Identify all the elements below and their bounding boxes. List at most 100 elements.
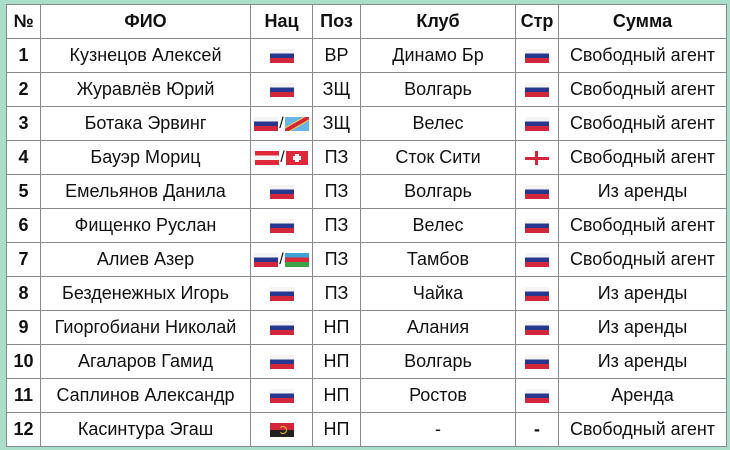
country-text: -: [534, 419, 540, 439]
club: Динамо Бр: [360, 38, 516, 73]
russia-flag-icon: [525, 219, 549, 234]
position: ПЗ: [312, 242, 361, 277]
table-row: 1 Кузнецов Алексей ВР Динамо Бр Свободны…: [6, 38, 727, 73]
club: Ростов: [360, 378, 516, 413]
position: ПЗ: [312, 174, 361, 209]
player-name: Алиев Азер: [40, 242, 251, 277]
header-num: №: [6, 4, 41, 39]
header-club: Клуб: [360, 4, 516, 39]
sum: Свободный агент: [558, 38, 727, 73]
russia-flag-icon: [525, 389, 549, 404]
row-num: 9: [6, 310, 41, 345]
position: ПЗ: [312, 208, 361, 243]
nationality-cell: [250, 174, 313, 209]
russia-flag-icon: [269, 219, 294, 234]
club: Волгарь: [360, 344, 516, 379]
sum: Из аренды: [558, 174, 727, 209]
nationality-cell: [250, 310, 313, 345]
country-cell: [515, 344, 559, 379]
country-cell: [515, 106, 559, 141]
header-row: № ФИО Нац Поз Клуб Стр Сумма: [6, 4, 727, 39]
row-num: 3: [6, 106, 41, 141]
header-sum: Сумма: [558, 4, 727, 39]
sum: Из аренды: [558, 310, 727, 345]
sum: Из аренды: [558, 276, 727, 311]
nationality-cell: /: [250, 106, 313, 141]
nat-separator: /: [279, 251, 284, 269]
club: Велес: [360, 208, 516, 243]
country-cell: [515, 174, 559, 209]
row-num: 12: [6, 412, 41, 447]
russia-flag-icon: [269, 287, 294, 302]
country-cell: [515, 208, 559, 243]
russia-flag-icon: [525, 49, 549, 64]
row-num: 2: [6, 72, 41, 107]
russia-flag-icon: [525, 185, 549, 200]
nationality-cell: [250, 344, 313, 379]
country-cell: [515, 140, 559, 175]
nationality-cell: [250, 276, 313, 311]
row-num: 7: [6, 242, 41, 277]
club: -: [360, 412, 516, 447]
russia-flag-icon: [269, 83, 294, 98]
nat-separator: /: [280, 149, 285, 167]
position: НП: [312, 378, 361, 413]
russia-flag-icon: [269, 389, 294, 404]
position: НП: [312, 310, 361, 345]
player-name: Бауэр Мориц: [40, 140, 251, 175]
position: ЗЩ: [312, 106, 361, 141]
country-cell: [515, 310, 559, 345]
player-name: Агаларов Гамид: [40, 344, 251, 379]
country-cell: [515, 72, 559, 107]
sum: Свободный агент: [558, 72, 727, 107]
row-num: 10: [6, 344, 41, 379]
player-name: Саплинов Александр: [40, 378, 251, 413]
table-row: 12 Касинтура Эгаш НП - - Свободный агент: [6, 412, 727, 447]
nationality-cell: [250, 208, 313, 243]
nationality-cell: [250, 38, 313, 73]
russia-flag-icon: [269, 49, 294, 64]
england-flag-icon: [525, 151, 549, 166]
sum: Свободный агент: [558, 106, 727, 141]
russia-flag-icon: [525, 117, 549, 132]
sum: Аренда: [558, 378, 727, 413]
nationality-cell: [250, 378, 313, 413]
row-num: 8: [6, 276, 41, 311]
russia-flag-icon: [525, 287, 549, 302]
row-num: 11: [6, 378, 41, 413]
nat-separator: /: [279, 115, 284, 133]
position: ЗЩ: [312, 72, 361, 107]
dr-congo-flag-icon: [284, 117, 309, 132]
position: НП: [312, 412, 361, 447]
header-position: Поз: [312, 4, 361, 39]
angola-flag-icon: [269, 423, 294, 438]
country-cell: [515, 242, 559, 277]
player-name: Емельянов Данила: [40, 174, 251, 209]
table-row: 7 Алиев Азер / ПЗ Тамбов Свободный агент: [6, 242, 727, 277]
row-num: 5: [6, 174, 41, 209]
player-name: Безденежных Игорь: [40, 276, 251, 311]
sum: Свободный агент: [558, 140, 727, 175]
table-row: 10 Агаларов Гамид НП Волгарь Из аренды: [6, 344, 727, 379]
position: НП: [312, 344, 361, 379]
table-row: 4 Бауэр Мориц / ПЗ Сток Сити Свободный а…: [6, 140, 727, 175]
table-row: 2 Журавлёв Юрий ЗЩ Волгарь Свободный аге…: [6, 72, 727, 107]
russia-flag-icon: [269, 185, 294, 200]
row-num: 1: [6, 38, 41, 73]
header-country: Стр: [515, 4, 559, 39]
table-row: 3 Ботака Эрвинг / ЗЩ Велес Свободный аге…: [6, 106, 727, 141]
club: Велес: [360, 106, 516, 141]
club: Алания: [360, 310, 516, 345]
russia-flag-icon: [525, 253, 549, 268]
country-cell: [515, 276, 559, 311]
sum: Свободный агент: [558, 412, 727, 447]
nationality-cell: [250, 412, 313, 447]
russia-flag-icon: [269, 355, 294, 370]
country-cell: [515, 378, 559, 413]
transfer-table: № ФИО Нац Поз Клуб Стр Сумма 1 Кузнецов …: [6, 4, 727, 447]
player-name: Гиоргобиани Николай: [40, 310, 251, 345]
nationality-cell: /: [250, 242, 313, 277]
sum: Свободный агент: [558, 242, 727, 277]
russia-flag-icon: [525, 355, 549, 370]
russia-flag-icon: [269, 321, 294, 336]
